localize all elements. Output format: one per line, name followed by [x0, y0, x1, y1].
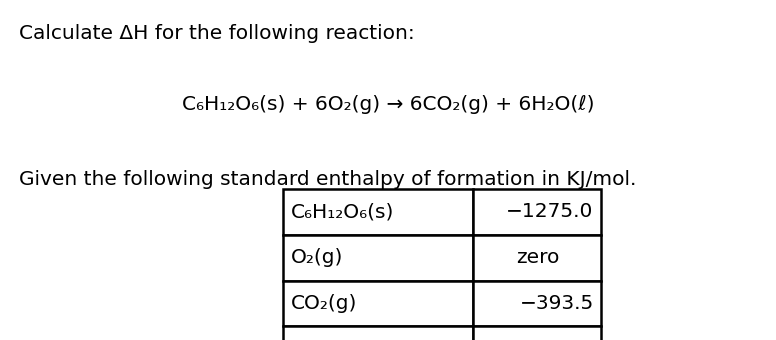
Text: −393.5: −393.5 — [519, 294, 594, 313]
Text: C₆H₁₂O₆(s): C₆H₁₂O₆(s) — [291, 202, 394, 221]
Bar — [473, 235, 601, 280]
Bar — [473, 189, 601, 235]
Text: zero: zero — [516, 248, 559, 267]
Text: Calculate ΔH for the following reaction:: Calculate ΔH for the following reaction: — [19, 24, 415, 43]
Text: O₂(g): O₂(g) — [291, 248, 343, 267]
Text: C₆H₁₂O₆(s) + 6O₂(g) → 6CO₂(g) + 6H₂O(ℓ): C₆H₁₂O₆(s) + 6O₂(g) → 6CO₂(g) + 6H₂O(ℓ) — [182, 95, 594, 114]
Text: CO₂(g): CO₂(g) — [291, 294, 358, 313]
Bar — [473, 280, 601, 326]
Text: Given the following standard enthalpy of formation in KJ/mol.: Given the following standard enthalpy of… — [19, 170, 637, 189]
Bar — [283, 326, 473, 340]
Bar — [283, 189, 473, 235]
Bar — [473, 326, 601, 340]
Text: −1275.0: −1275.0 — [506, 202, 594, 221]
Bar — [283, 235, 473, 280]
Bar — [283, 280, 473, 326]
